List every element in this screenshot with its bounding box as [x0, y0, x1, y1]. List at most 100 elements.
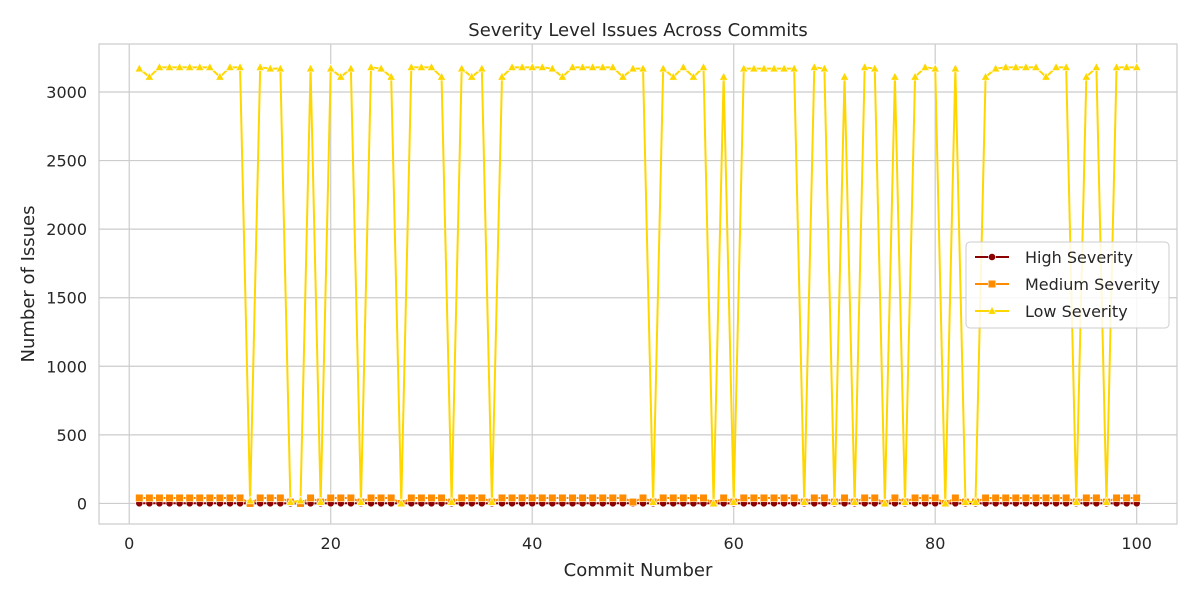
data-point: [1101, 496, 1112, 506]
data-point: [558, 493, 567, 503]
data-point: [1051, 62, 1061, 71]
data-point: [1091, 62, 1102, 71]
y-tick-label: 1500: [46, 289, 87, 308]
chart-title: Severity Level Issues Across Commits: [468, 20, 807, 41]
data-point: [689, 493, 698, 503]
data-point: [548, 493, 557, 503]
data-point: [1131, 62, 1142, 71]
data-point: [144, 71, 155, 81]
data-point: [860, 493, 869, 503]
data-point: [809, 62, 820, 71]
y-tick-label: 500: [56, 426, 87, 445]
data-point: [366, 493, 376, 503]
data-point: [820, 493, 829, 503]
data-point: [638, 63, 648, 73]
data-point: [256, 493, 265, 503]
data-point: [547, 63, 558, 73]
data-point: [950, 63, 961, 73]
data-point: [295, 495, 306, 505]
data-point: [1112, 493, 1121, 503]
data-point: [960, 496, 971, 506]
data-point: [215, 493, 224, 503]
data-point: [165, 493, 174, 503]
data-point: [688, 71, 699, 81]
x-tick-label: 40: [522, 534, 542, 553]
data-point: [135, 493, 144, 503]
data-point: [346, 493, 355, 503]
data-point: [779, 493, 789, 503]
data-point: [669, 493, 678, 503]
data-point: [155, 493, 164, 503]
data-point: [396, 498, 406, 507]
data-point: [406, 62, 417, 71]
data-point: [699, 493, 708, 503]
data-point: [457, 493, 466, 503]
data-point: [880, 498, 890, 507]
data-point: [417, 493, 426, 503]
data-point: [930, 63, 940, 73]
legend: High Severity Medium Severity Low Severity: [965, 241, 1170, 329]
data-point: [376, 493, 386, 503]
plot-area-border: [98, 43, 1178, 525]
data-point: [1092, 493, 1101, 503]
data-point: [890, 71, 900, 81]
data-point: [1041, 71, 1051, 81]
legend-marker: [987, 305, 997, 315]
data-point: [1061, 62, 1071, 71]
data-point: [1052, 493, 1061, 503]
data-point: [608, 62, 618, 71]
data-point: [276, 493, 285, 503]
data-point: [446, 496, 457, 506]
y-tick-label: 0: [77, 494, 87, 513]
data-point: [810, 493, 819, 503]
data-point: [678, 62, 689, 71]
y-tick-label: 2500: [46, 152, 87, 171]
data-point: [1011, 493, 1020, 503]
data-point: [870, 493, 879, 503]
data-point: [1082, 493, 1091, 503]
data-point: [990, 63, 1001, 73]
data-point: [598, 62, 608, 71]
data-point: [477, 493, 486, 503]
data-point: [235, 62, 245, 71]
data-point: [890, 493, 900, 503]
data-point: [507, 62, 517, 71]
data-point: [376, 63, 386, 73]
data-point: [306, 493, 315, 503]
x-tick-label: 60: [724, 534, 744, 553]
x-tick-label: 20: [321, 534, 341, 553]
data-point: [1021, 493, 1030, 503]
data-point: [759, 493, 769, 503]
data-point: [326, 493, 335, 503]
data-point: [849, 496, 860, 506]
data-point: [859, 62, 870, 71]
y-tick-label: 2000: [46, 220, 87, 239]
legend-item: High Severity: [975, 248, 1133, 267]
data-point: [648, 496, 658, 506]
data-point: [658, 63, 668, 73]
data-point: [1121, 62, 1132, 71]
data-point: [970, 496, 981, 506]
data-point: [1071, 496, 1081, 506]
legend-label: Medium Severity: [1025, 275, 1160, 294]
data-point: [910, 71, 920, 81]
x-tick-label: 80: [925, 534, 945, 553]
data-point: [174, 62, 185, 71]
data-point: [497, 493, 507, 503]
data-point: [779, 63, 789, 73]
data-point: [477, 63, 487, 73]
data-point: [195, 493, 204, 503]
data-point: [528, 493, 537, 503]
legend-marker: [987, 279, 997, 289]
data-point: [618, 71, 628, 81]
data-point: [829, 496, 840, 506]
data-point: [1011, 62, 1021, 71]
data-point: [638, 493, 648, 503]
data-point: [437, 493, 446, 503]
data-point: [920, 62, 930, 71]
data-point: [980, 71, 991, 81]
legend-marker: [988, 253, 996, 261]
data-point: [356, 496, 366, 506]
